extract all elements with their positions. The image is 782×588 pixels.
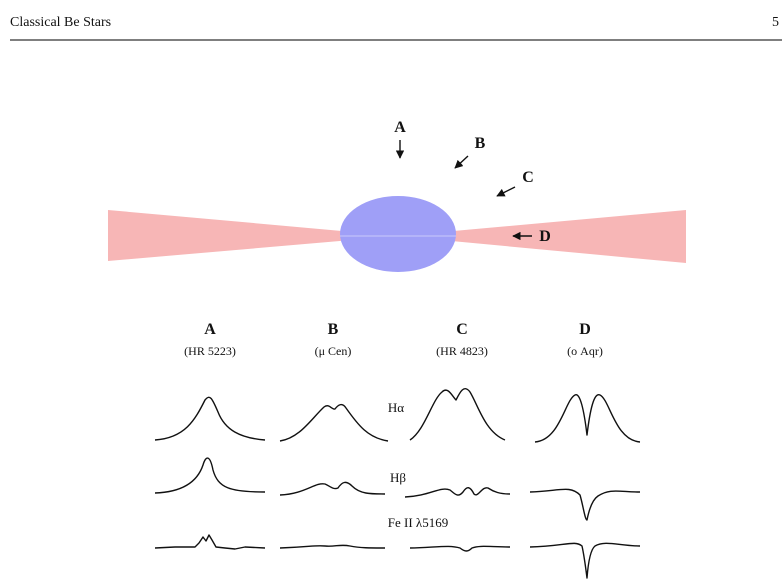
profile [280,405,388,441]
view-arrow [455,156,468,168]
line-label: Hα [388,400,404,415]
column-label: C [456,321,468,338]
column-label: D [579,321,591,338]
header-title: Classical Be Stars [10,15,111,30]
profile [280,482,385,495]
profile [410,389,505,440]
page-number: 5 [772,15,779,30]
column-label: A [204,321,216,338]
profile [280,545,385,548]
star [340,196,456,272]
view-label: D [539,228,551,245]
profile [155,535,265,549]
profile [535,395,640,442]
star-name: (ο Aqr) [567,344,603,358]
view-label: C [522,169,534,186]
view-label: A [394,119,406,136]
figure-page: Classical Be Stars 5 A B C D A (HR 5223)… [0,0,782,588]
profile [155,397,265,440]
star-name: (HR 5223) [184,344,236,358]
line-label: Hβ [390,470,406,485]
line-label: Fe II λ5169 [388,515,448,530]
page: Classical Be Stars 5 A B C D A (HR 5223)… [0,0,782,588]
view-label: B [475,135,486,152]
view-arrow [497,187,515,196]
star-name: (HR 4823) [436,344,488,358]
profile [530,489,640,520]
profile [155,458,265,493]
star-name: (μ Cen) [315,344,352,358]
profile [405,488,510,497]
profile [530,543,640,578]
profile [410,546,510,551]
column-label: B [328,321,339,338]
